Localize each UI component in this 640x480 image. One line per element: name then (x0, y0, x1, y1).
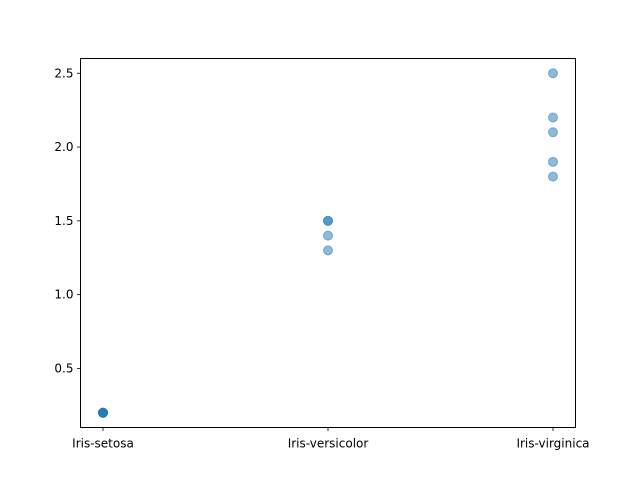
y-tick-label: 0.5 (54, 361, 73, 375)
data-point (323, 245, 333, 256)
y-tick-label: 1.0 (54, 288, 73, 302)
y-axis: 0.5 1.0 1.5 2.0 2.5 (54, 66, 81, 375)
data-point (548, 112, 558, 123)
x-tick-label: Iris-versicolor (288, 437, 369, 451)
points-layer (98, 68, 558, 418)
data-point (548, 68, 558, 79)
data-point (548, 171, 558, 182)
data-point (323, 215, 333, 226)
x-tick-label: Iris-virginica (516, 437, 589, 451)
data-point (548, 156, 558, 167)
x-axis: Iris-setosa Iris-versicolor Iris-virginica (72, 427, 590, 451)
data-point (323, 230, 333, 241)
y-tick-label: 2.5 (54, 66, 73, 80)
y-tick-label: 1.5 (54, 214, 73, 228)
plot-frame (80, 58, 576, 428)
data-point (98, 407, 108, 418)
data-point (548, 127, 558, 138)
y-tick-label: 2.0 (54, 140, 73, 154)
x-tick-label: Iris-setosa (72, 437, 134, 451)
